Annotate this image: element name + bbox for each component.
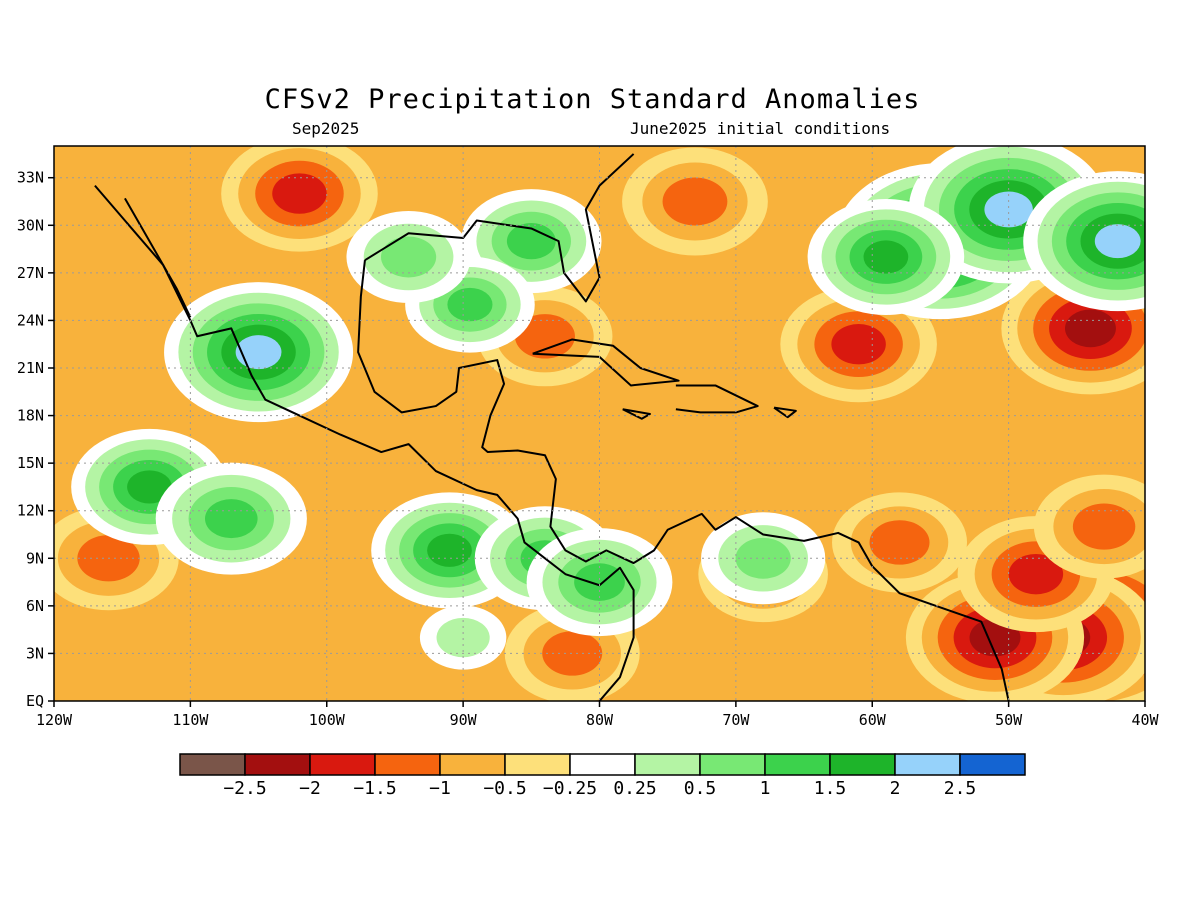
anomaly-feature — [622, 147, 768, 256]
coastline — [364, 153, 635, 303]
anomaly-contour — [542, 631, 603, 676]
colorbar-label: 1.5 — [814, 778, 847, 799]
init-conditions-label: June2025 initial conditions — [630, 119, 891, 138]
colorbar-label: 2 — [890, 778, 901, 799]
map-title: CFSv2 Precipitation Standard Anomalies — [264, 84, 921, 115]
colorbar-swatch — [439, 753, 506, 776]
y-axis: EQ 3N 6N 9N 12N 15N 18N 21N 24N 27N 30N 33N — [17, 169, 54, 710]
y-tick-label: 27N — [17, 264, 44, 282]
x-tick-label: 90W — [450, 711, 478, 729]
x-tick-label: 70W — [722, 711, 750, 729]
anomaly-contour — [1072, 503, 1136, 550]
coastlines — [94, 153, 1010, 701]
anomaly-feature — [155, 462, 307, 575]
y-tick-label: 9N — [26, 549, 44, 567]
anomaly-contour — [127, 470, 172, 504]
x-tick-label: 50W — [995, 711, 1023, 729]
colorbar-swatch — [699, 753, 766, 776]
coastline — [773, 406, 797, 419]
anomaly-contour — [506, 223, 556, 260]
anomaly-feature — [221, 146, 378, 252]
colorbar-label: 1 — [760, 778, 771, 799]
colorbar-swatch — [179, 753, 246, 776]
colorbar-swatch — [504, 753, 571, 776]
anomaly-contour — [235, 335, 282, 370]
anomaly-field — [54, 146, 1145, 701]
x-tick-label: 120W — [36, 711, 73, 729]
anomaly-contour — [1064, 309, 1116, 348]
anomaly-contour — [1008, 553, 1064, 595]
anomaly-contour — [831, 324, 886, 365]
anomaly-contour — [662, 177, 728, 226]
coastline — [675, 384, 759, 414]
anomaly-feature — [780, 286, 937, 403]
anomaly-feature — [346, 211, 471, 303]
colorbar-label: 0.5 — [684, 778, 717, 799]
anomaly-contour — [447, 287, 493, 322]
anomaly-contour — [574, 563, 625, 601]
y-tick-label: 3N — [26, 644, 44, 662]
y-tick-label: 24N — [17, 311, 44, 329]
colorbar-swatch — [829, 753, 896, 776]
colorbar-swatch — [374, 753, 441, 776]
anomaly-contour — [863, 240, 909, 274]
colorbar-swatch — [894, 753, 961, 776]
colorbar-label: −0.5 — [483, 778, 526, 799]
anomaly-feature — [1033, 474, 1145, 579]
x-axis: 120W 110W 100W 90W 80W 70W 60W 50W 40W — [36, 701, 1160, 729]
colorbar-swatch — [569, 753, 636, 776]
y-tick-label: 33N — [17, 169, 44, 187]
y-tick-label: 18N — [17, 407, 44, 425]
colorbar-label: −1 — [429, 778, 451, 799]
x-tick-label: 60W — [859, 711, 887, 729]
colorbar-swatch — [764, 753, 831, 776]
anomaly-feature — [419, 605, 507, 670]
y-tick-label: 12N — [17, 502, 44, 520]
anomaly-feature — [832, 492, 968, 593]
colorbar-swatch — [634, 753, 701, 776]
colorbar-label: −2.5 — [223, 778, 266, 799]
y-tick-label: 30N — [17, 216, 44, 234]
anomaly-contour — [204, 499, 258, 539]
colorbar-swatch — [309, 753, 376, 776]
colorbar-label: 0.25 — [613, 778, 656, 799]
y-tick-label: 15N — [17, 454, 44, 472]
anomaly-feature — [807, 199, 965, 315]
anomaly-contour — [436, 617, 490, 658]
x-tick-label: 80W — [586, 711, 614, 729]
x-tick-label: 110W — [172, 711, 209, 729]
colorbar: −2.5 −2 −1.5 −1 −0.5 −0.25 0.25 0.5 1 1.5 2 2.5 — [179, 753, 1026, 799]
colorbar-label: 2.5 — [944, 778, 977, 799]
anomaly-contour — [380, 236, 437, 278]
valid-month-label: Sep2025 — [292, 119, 360, 138]
colorbar-swatch — [244, 753, 311, 776]
anomaly-contour — [427, 533, 472, 567]
coastline — [124, 197, 192, 318]
coastline — [532, 338, 680, 387]
anomaly-contour — [869, 520, 930, 565]
coastline — [94, 184, 635, 701]
gridlines — [54, 146, 1145, 701]
coastline — [622, 408, 651, 420]
anomaly-contour — [272, 173, 327, 214]
x-tick-label: 100W — [309, 711, 346, 729]
anomaly-contour — [514, 314, 575, 359]
colorbar-label: −2 — [299, 778, 321, 799]
colorbar-label: −0.25 — [543, 778, 597, 799]
anomaly-feature — [526, 528, 673, 637]
coastline — [357, 260, 1010, 701]
y-tick-label: EQ — [26, 692, 44, 710]
anomaly-contour — [984, 191, 1033, 228]
anomaly-contour — [1094, 224, 1141, 259]
y-tick-label: 21N — [17, 359, 44, 377]
anomaly-feature — [1023, 171, 1145, 312]
y-tick-label: 6N — [26, 597, 44, 615]
colorbar-label: −1.5 — [353, 778, 396, 799]
colorbar-swatch — [959, 753, 1026, 776]
x-tick-label: 40W — [1131, 711, 1159, 729]
anomaly-feature — [164, 282, 354, 423]
